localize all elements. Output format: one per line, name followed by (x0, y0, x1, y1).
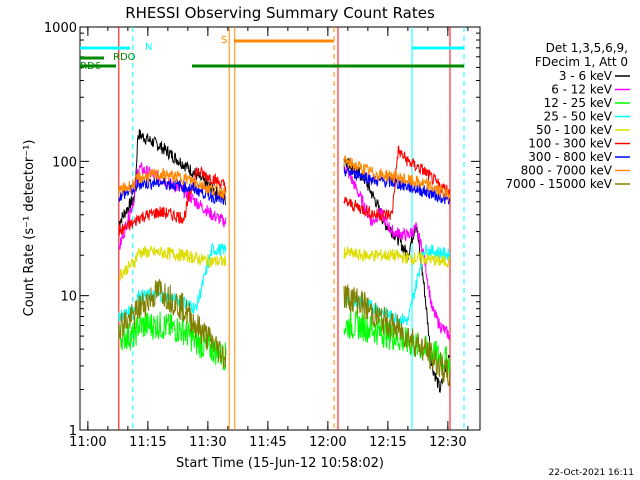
series-line (343, 144, 451, 221)
flag-bars: N S RDO RD6 (80, 35, 464, 72)
x-tick-label: 11:15 (129, 435, 166, 450)
series-line (118, 311, 227, 371)
x-tick-label: 11:30 (189, 435, 226, 450)
x-axis-label: Start Time (15-Jun-12 10:58:02) (176, 456, 384, 471)
y-axis-label: Count Rate (s⁻¹ detector⁻¹) (22, 140, 37, 317)
series-line (118, 165, 227, 237)
plot-frame (79, 26, 481, 431)
legend-label: 800 - 7000 keV (521, 164, 613, 178)
x-tick-label: 12:15 (369, 435, 406, 450)
series-line (343, 155, 451, 202)
legend-label: 300 - 800 keV (528, 150, 612, 164)
flag-label: N (145, 42, 152, 53)
legend-header-line-1: Det 1,3,5,6,9, (546, 41, 628, 55)
legend-label: 6 - 12 keV (551, 83, 613, 97)
legend-label: 100 - 300 keV (528, 137, 612, 151)
legend-label: 12 - 25 keV (544, 96, 613, 110)
series-line (343, 246, 451, 268)
legend-label: 25 - 50 keV (544, 110, 613, 124)
legend-header-line-2: FDecim 1, Att 0 (535, 55, 628, 69)
axes: 1 10 100 1000 11:00 11:15 11:30 11:45 12:00 12:15… (44, 21, 481, 450)
flag-label: RDO (113, 52, 136, 63)
flag-label: RD6 (80, 61, 101, 72)
series-line (343, 163, 451, 340)
x-tick-label: 12:00 (309, 435, 346, 450)
legend: Det 1,3,5,6,9, FDecim 1, Att 0 3 - 6 keV… (505, 41, 630, 191)
footer-date: 22-Oct-2021 16:11 (549, 468, 634, 478)
legend-label: 7000 - 15000 keV (505, 177, 612, 191)
series-line (118, 129, 227, 226)
series-line (343, 284, 451, 387)
x-tick-label: 12:30 (429, 435, 466, 450)
series-line (118, 167, 227, 200)
y-tick-label: 1 (69, 424, 77, 439)
x-tick-label: 11:45 (249, 435, 286, 450)
legend-label: 3 - 6 keV (559, 69, 613, 83)
y-tick-label: 1000 (44, 21, 77, 36)
series-line (118, 279, 227, 368)
series-lines (118, 129, 451, 394)
flag-label: S (221, 35, 227, 46)
legend-label: 50 - 100 keV (536, 123, 613, 137)
chart-title: RHESSI Observing Summary Count Rates (125, 4, 435, 22)
series-line (118, 174, 227, 205)
x-tick-label: 11:00 (69, 435, 106, 450)
series-line (118, 244, 227, 281)
y-tick-label: 10 (60, 290, 77, 305)
y-tick-label: 100 (52, 155, 77, 170)
